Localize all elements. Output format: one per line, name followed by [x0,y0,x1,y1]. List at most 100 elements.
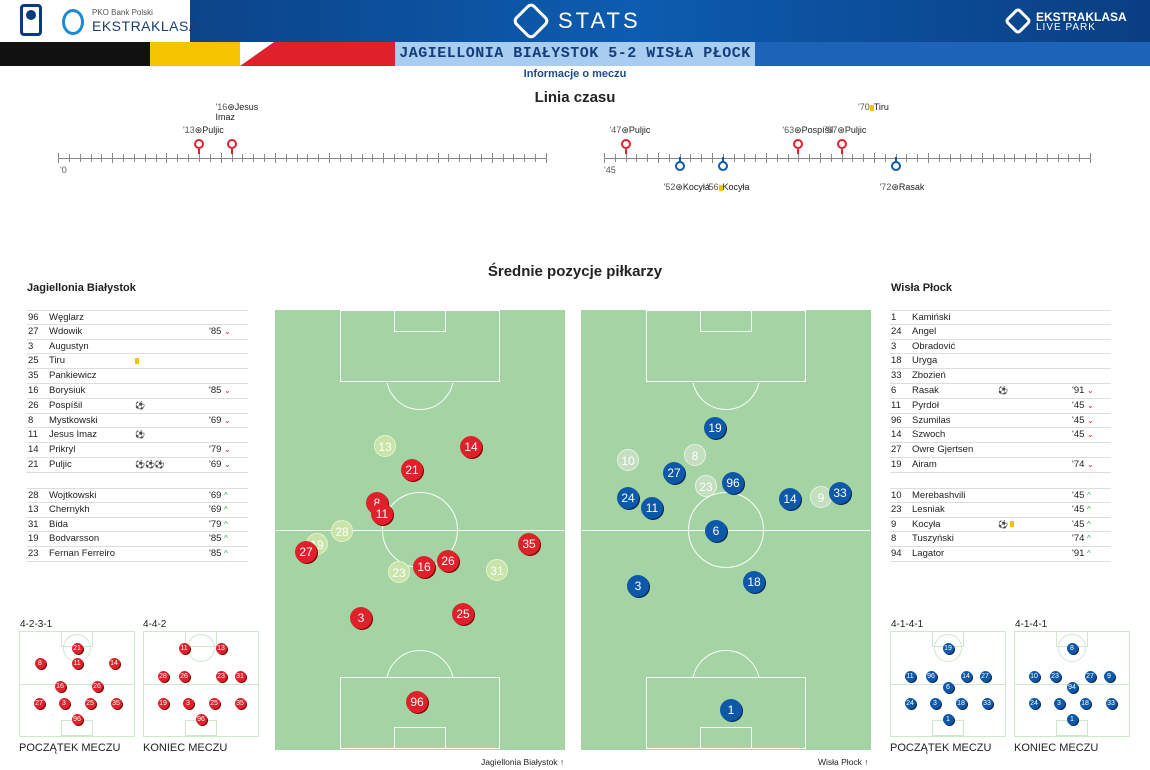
player-position-marker[interactable]: 31 [486,559,508,581]
player-position-marker[interactable]: 28 [331,520,353,542]
player-position-marker[interactable]: 11 [371,503,393,525]
formation-player-marker: 23 [215,670,227,682]
formation-player-marker: 9 [1103,670,1115,682]
player-position-marker[interactable]: 96 [722,472,744,494]
player-position-marker[interactable]: 25 [452,603,474,625]
sub-out-arrow-icon: ⌄ [1087,385,1094,395]
player-name: Chernykh [49,503,90,515]
roster-row[interactable]: 11 Jesus Imaz ⚽ [27,428,248,444]
player-position-marker[interactable]: 10 [617,449,639,471]
roster-row[interactable]: 10 Merebashvili '45 ^ [890,488,1111,503]
stats-title[interactable]: STATS [558,8,641,33]
roster-row[interactable]: 13 Chernykh '69 ^ [27,503,248,518]
home-event-marker[interactable] [193,139,204,154]
timeline-tick [209,154,211,162]
home-event-marker[interactable] [836,139,847,154]
timeline-start-2: '45 [604,165,616,175]
roster-row[interactable]: 21 Puljic ⚽⚽⚽ '69 ⌄ [27,458,248,473]
away-event-marker[interactable] [717,157,728,175]
roster-row[interactable]: 26 Pospíšil ⚽ [27,399,248,414]
player-position-marker[interactable]: 27 [663,462,685,484]
live-park-sublabel[interactable]: LIVE PARK [1036,22,1096,33]
player-position-marker[interactable]: 33 [829,482,851,504]
player-position-marker[interactable]: 6 [705,520,727,542]
roster-row[interactable]: 31 Bida '79 ^ [27,518,248,533]
roster-row[interactable]: 24 Angel [890,325,1111,340]
player-position-marker[interactable]: 27 [295,541,317,563]
match-info-link[interactable]: Informacje o meczu [523,68,627,80]
roster-row[interactable]: 14 Szwoch '45 ⌄ [890,428,1111,444]
formation-player-marker: 14 [960,670,972,682]
player-position-marker[interactable]: 3 [627,575,649,597]
roster-row[interactable]: 94 Lagator '91 ^ [890,547,1111,562]
player-position-marker[interactable]: 11 [641,497,663,519]
roster-row[interactable]: 27 Wdowik '85 ⌄ [27,325,248,340]
player-position-marker[interactable]: 14 [779,488,801,510]
live-park-label[interactable]: EKSTRAKLASA [1036,10,1127,24]
player-position-marker[interactable]: 1 [720,699,742,721]
player-position-marker[interactable]: 8 [684,444,706,466]
roster-row[interactable]: 35 Pankiewicz [27,369,248,384]
brand-label[interactable]: EKSTRAKLASA [92,18,199,34]
roster-row[interactable]: 1 Kamiński [890,310,1111,325]
player-position-marker[interactable]: 14 [460,436,482,458]
roster-row[interactable]: 28 Wojtkowski '69 ^ [27,488,248,503]
player-position-marker[interactable]: 13 [374,435,396,457]
roster-row[interactable]: 6 Rasak ⚽ '91 ⌄ [890,384,1111,399]
substitution-time: '91 ⌄ [1072,384,1094,396]
player-position-marker[interactable]: 96 [406,691,428,713]
roster-row[interactable]: 8 Mystkowski '69 ⌄ [27,414,248,429]
top-bar: PKO Bank Polski EKSTRAKLASA STATS EKSTRA… [0,0,1150,42]
roster-row[interactable]: 27 Owre Gjertsen [890,443,1111,458]
roster-row[interactable]: 19 Bodvarsson '85 ^ [27,532,248,548]
home-event-marker[interactable] [226,139,237,154]
roster-row[interactable]: 8 Tuszyński '74 ^ [890,532,1111,548]
roster-row[interactable]: 9 Kocyła ⚽ '45 ^ [890,518,1111,533]
player-position-marker[interactable]: 19 [704,417,726,439]
player-position-marker[interactable]: 35 [518,533,540,555]
player-position-marker[interactable]: 16 [413,556,435,578]
player-position-marker[interactable]: 24 [617,487,639,509]
formation-player-marker: 18 [955,697,967,709]
roster-row[interactable]: 96 Węglarz [27,310,248,325]
player-name: Fernan Ferreiro [49,548,115,560]
roster-row[interactable]: 23 Lesniak '45 ^ [890,503,1111,518]
roster-row[interactable]: 33 Zbozień [890,369,1111,384]
home-event-marker[interactable] [620,139,631,154]
timeline-event-label: '56 Kocyła [707,182,750,192]
roster-row[interactable]: 3 Augustyn [27,340,248,355]
player-position-marker[interactable]: 18 [743,571,765,593]
formation-player-marker: 96 [925,670,937,682]
timeline-tick [852,154,854,162]
home-event-marker[interactable] [793,139,804,154]
timeline-start-1: '0 [60,165,67,175]
away-event-marker[interactable] [674,157,685,175]
roster-row[interactable]: 25 Tiru [27,354,248,370]
goal-ball-icon: ⚽ [135,400,145,410]
formation-player-marker: 28 [157,670,169,682]
player-position-marker[interactable]: 23 [695,475,717,497]
roster-row[interactable]: 3 Obradović [890,340,1111,355]
timeline-tick [296,154,298,162]
home-formation-end: 4-4-2 [143,619,167,630]
player-number: 31 [28,518,39,530]
roster-row[interactable]: 16 Borysiuk '85 ⌄ [27,384,248,399]
player-position-marker[interactable]: 23 [388,561,410,583]
timeline-tick [1090,153,1091,163]
roster-row[interactable]: 19 Airam '74 ⌄ [890,458,1111,473]
player-position-marker[interactable]: 3 [350,607,372,629]
roster-row[interactable]: 11 Pyrdoł '45 ⌄ [890,399,1111,414]
roster-row[interactable]: 23 Fernan Ferreiro '85 ^ [27,547,248,562]
player-position-marker[interactable]: 26 [437,550,459,572]
roster-row[interactable]: 14 Prikryl '79 ⌄ [27,443,248,458]
stripe-yellow [150,42,240,66]
roster-row[interactable]: 96 Szumilas '45 ⌄ [890,414,1111,429]
away-event-marker[interactable] [890,157,901,175]
timeline-tick [491,153,493,163]
roster-row[interactable]: 18 Uryga [890,354,1111,370]
away-subs-list: 10 Merebashvili '45 ^ 23 Lesniak '45 ^ 9 Kocyła… [890,488,1111,562]
sub-in-arrow-icon: ^ [224,504,228,514]
player-number: 24 [891,325,902,337]
timeline-event-label: '52⊛Kocyła [664,182,710,192]
player-position-marker[interactable]: 21 [401,459,423,481]
